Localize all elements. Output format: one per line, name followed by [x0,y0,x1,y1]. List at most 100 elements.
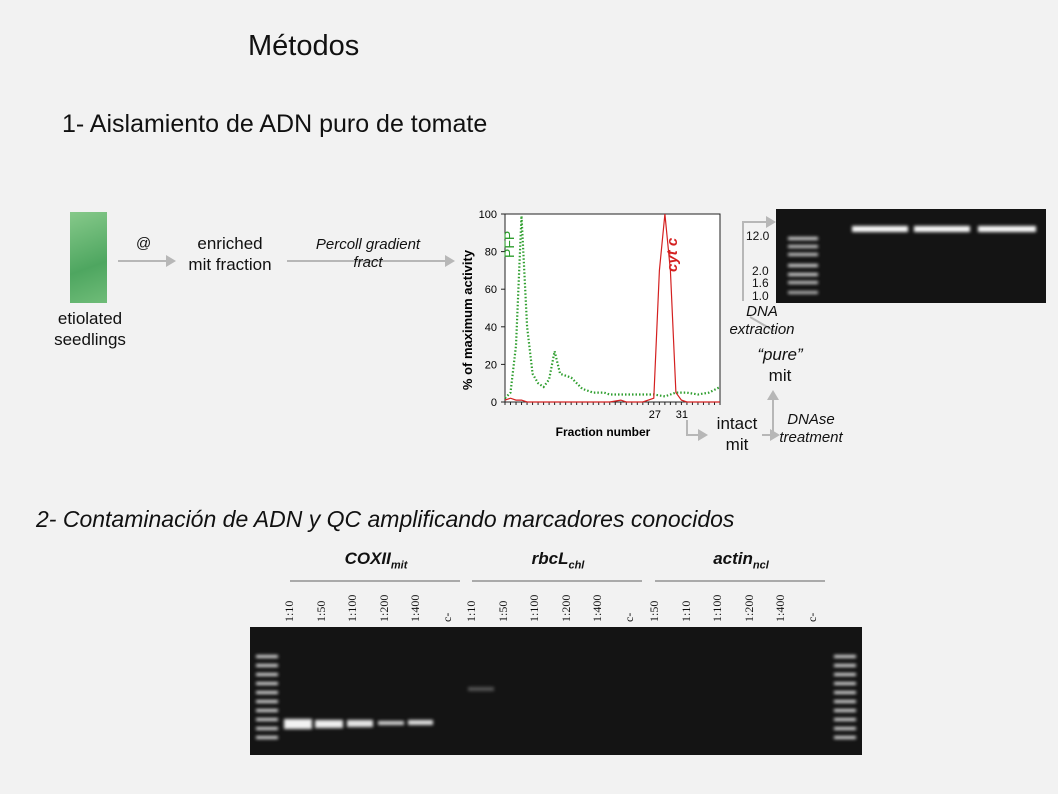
ladder-band [834,682,856,685]
arrow-1 [118,255,176,267]
rbcl-faint-band [468,687,494,691]
ladder-band [256,736,278,739]
lane-label: c- [439,612,454,622]
genomic-band [978,226,1036,232]
ladder-band [788,281,818,284]
y-tick-label: 100 [479,209,497,221]
y-tick-label: 60 [485,284,497,296]
series-label-cytc: cyt c [664,237,681,272]
lane-label: 1:10 [282,600,296,622]
step-enriched: enriched mit fraction [188,234,272,274]
lane-label: 1:400 [408,594,422,622]
ladder-band [834,691,856,694]
genomic-band [914,226,970,232]
lane-label: 1:100 [345,594,359,622]
at-symbol: @ [136,235,152,252]
lane-label: 1:50 [647,600,661,622]
coxii-band-1 [284,719,312,729]
marker-12: 12.0 [746,229,770,243]
lane-label: 1:100 [710,594,724,622]
ladder-band [834,700,856,703]
ladder-band [256,700,278,703]
series-label-pfp: PFP [501,231,517,258]
y-tick-label: 0 [491,397,497,409]
coxii-band-5 [408,720,433,725]
lane-label: c- [621,612,636,622]
lane-label: 1:400 [590,594,604,622]
step-intact: intact mit [716,414,758,454]
series-line-cytc [504,213,720,403]
group-underline [290,580,460,582]
ladder-band [788,273,818,276]
arrow-extract-v [742,221,744,301]
x-tick-label: 31 [676,409,688,421]
arrow-dnase-v [772,398,774,436]
ladder-band [788,264,818,267]
ladder-band [256,664,278,667]
ladder-band [256,682,278,685]
chart-ylabel: % of maximum activity [460,249,475,390]
step-extraction: DNA extraction [729,303,795,338]
lane-label: c- [804,612,819,622]
ladder-band [834,736,856,739]
ladder-band [788,291,818,294]
lane-label: 1:200 [558,594,573,622]
section2-heading: 2- Contaminación de ADN y QC amplificand… [36,506,735,532]
arrow-2 [287,255,455,267]
seedling-image [70,212,107,303]
arrow-to-intact [686,429,708,441]
arrow-dnase-head [767,390,779,400]
genomic-band [852,226,908,232]
ladder-band [256,727,278,730]
page-title: Métodos [248,30,360,62]
ladder-band [834,727,856,730]
step-percoll: Percoll gradient fract [315,236,421,271]
arrow-extract-h [742,216,776,228]
step-dnase: DNAse treatment [779,411,843,446]
step-seedlings: etiolated seedlings [54,309,126,349]
ladder-band [834,664,856,667]
group-underline [472,580,642,582]
ladder-band [788,237,818,240]
group-underline [655,580,825,582]
x-tick-label: 27 [649,409,661,421]
ladder-band [834,709,856,712]
ladder-band [788,253,818,256]
step-pure: “pure” mit [757,345,803,385]
marker-1-6: 1.6 [752,276,769,290]
ladder-band [834,718,856,721]
coxii-band-2 [315,720,343,728]
ladder-band [788,245,818,248]
y-tick-label: 40 [485,322,497,334]
lane-label: 1:50 [495,600,510,622]
group-title-coxii: COXIImit [344,549,408,572]
ladder-band [834,655,856,658]
ladder-band [256,673,278,676]
ladder-band [256,718,278,721]
coxii-band-3 [347,720,373,727]
lane-label: 1:50 [313,600,328,622]
marker-1: 1.0 [752,289,769,303]
y-tick-label: 20 [485,359,497,371]
marker-2: 2.0 [752,264,769,278]
arrow-dnase-h [762,429,780,441]
qc-gel [250,627,862,755]
lane-label: 1:400 [773,594,787,622]
lane-label: 1:100 [527,594,541,622]
group-title-actin: actinncl [713,549,769,572]
ladder-band [256,655,278,658]
group-title-rbcl: rbcLchl [531,549,585,572]
section1-heading: 1- Aislamiento de ADN puro de tomate [62,110,488,138]
dna-gel-top [776,209,1046,303]
lane-label: 1:10 [464,600,478,622]
lane-label: 1:10 [678,600,693,622]
lane-label: 1:200 [376,594,391,622]
ladder-band [256,691,278,694]
gradient-chart: 0 20 40 60 80 100 27 31 % of maximum activity F… [460,209,721,439]
connector-down [686,420,688,434]
ladder-band [834,673,856,676]
coxii-band-4 [378,721,404,725]
chart-xlabel: Fraction number [556,425,651,439]
ladder-band [256,709,278,712]
plot-area [504,213,721,403]
